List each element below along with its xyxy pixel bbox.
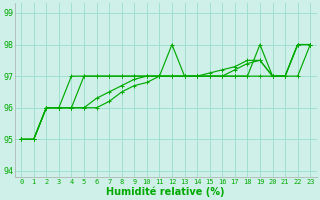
X-axis label: Humidité relative (%): Humidité relative (%) <box>107 186 225 197</box>
